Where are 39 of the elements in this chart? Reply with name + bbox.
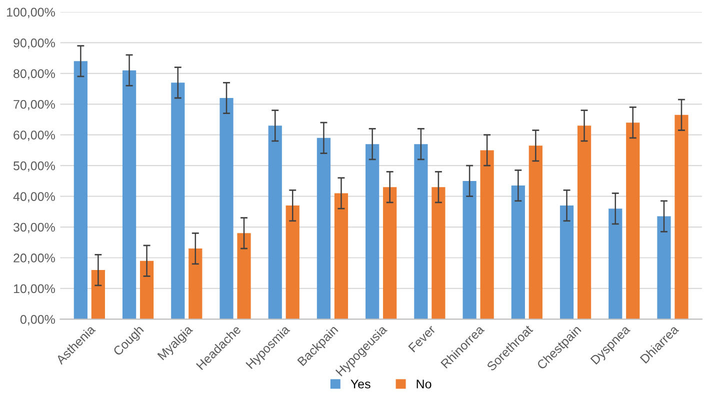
bar bbox=[122, 70, 136, 320]
bar bbox=[220, 98, 234, 320]
bar bbox=[383, 187, 397, 320]
y-tick-label: 60,00% bbox=[14, 130, 55, 141]
y-tick-label: 40,00% bbox=[13, 192, 55, 202]
bar bbox=[268, 126, 282, 320]
bar bbox=[674, 114, 688, 320]
bar bbox=[560, 206, 574, 320]
legend-label: No bbox=[416, 380, 432, 388]
y-tick-label: 80,00% bbox=[14, 69, 55, 80]
y-tick-label: 20,00% bbox=[14, 254, 55, 264]
bar bbox=[528, 146, 542, 320]
bar bbox=[432, 187, 446, 320]
y-tick-label: 90,00% bbox=[14, 38, 55, 49]
bar bbox=[188, 248, 202, 320]
y-tick-label: 50,00% bbox=[14, 161, 55, 172]
y-tick-label: 30,00% bbox=[13, 222, 55, 234]
bar bbox=[74, 61, 88, 320]
bar bbox=[462, 180, 476, 320]
bar bbox=[657, 216, 671, 320]
y-tick-label: 10,00% bbox=[14, 284, 55, 295]
bar bbox=[286, 206, 300, 320]
bar bbox=[140, 260, 154, 320]
bar bbox=[414, 144, 428, 320]
bar bbox=[237, 233, 251, 320]
y-tick-label: 70,00% bbox=[14, 100, 55, 110]
y-tick-label: 100,00% bbox=[7, 8, 55, 18]
bar bbox=[608, 208, 622, 320]
bar bbox=[511, 186, 525, 320]
bar bbox=[480, 150, 494, 320]
legend-label: Yes bbox=[350, 380, 370, 388]
bar bbox=[91, 270, 105, 320]
bar bbox=[171, 82, 185, 320]
bar bbox=[334, 193, 348, 320]
y-tick-label: 0,00% bbox=[20, 315, 55, 326]
bar bbox=[366, 144, 380, 320]
bar bbox=[626, 122, 640, 320]
bar bbox=[316, 138, 331, 320]
bar bbox=[577, 126, 592, 320]
